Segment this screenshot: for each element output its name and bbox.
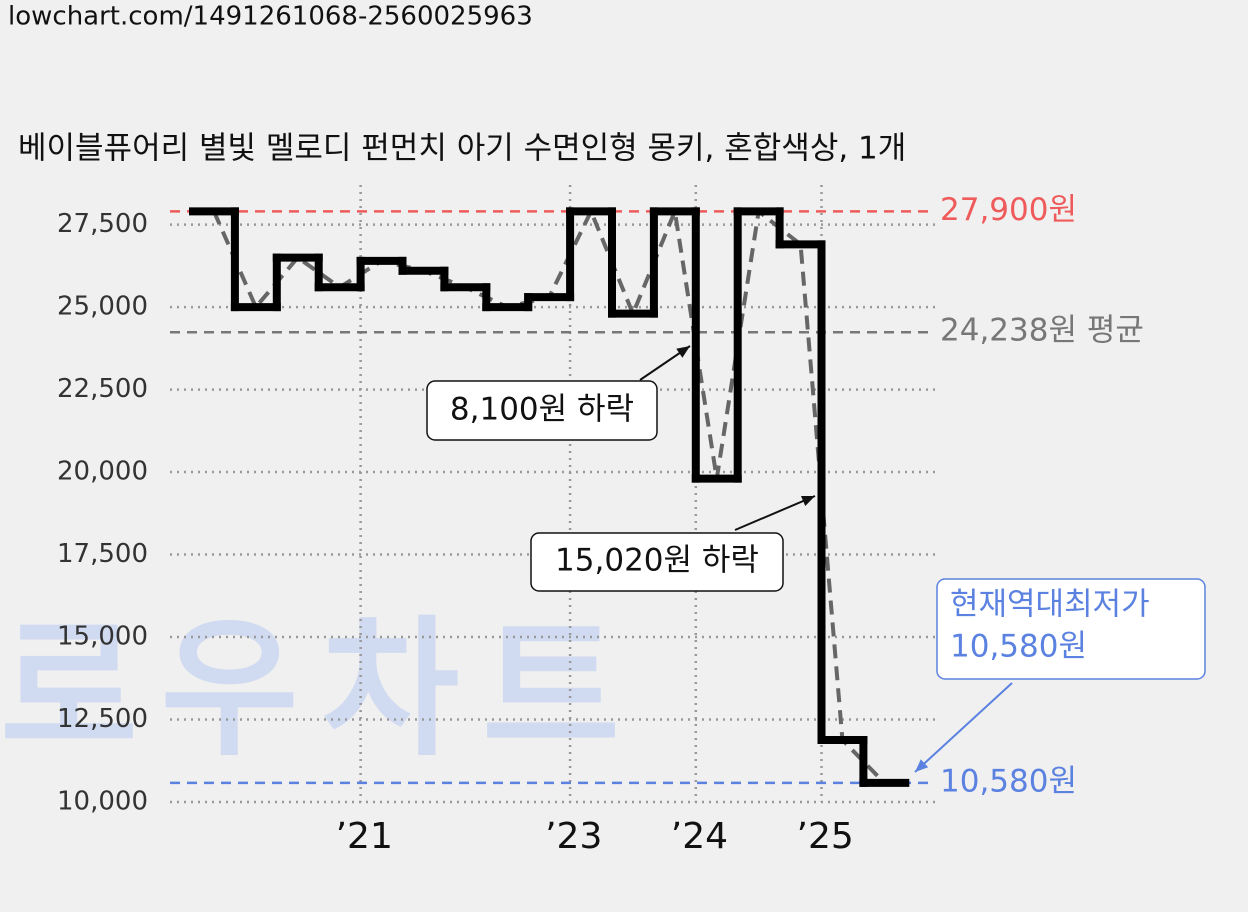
reference-label: 27,900원 — [940, 192, 1077, 228]
reference-label: 10,580원 — [940, 763, 1077, 799]
annotation-text: 8,100원 하락 — [450, 392, 634, 428]
y-tick-label: 12,500 — [57, 704, 148, 734]
x-tick-label: ’25 — [797, 816, 854, 857]
annotation-box — [936, 578, 1206, 680]
y-tick-label: 10,000 — [57, 787, 148, 817]
chart-title: 베이블퓨어리 별빛 멜로디 펀먼치 아기 수면인형 몽키, 혼합색상, 1개 — [18, 131, 906, 167]
arrow-head — [801, 496, 815, 507]
y-tick-label: 27,500 — [57, 209, 148, 239]
y-tick-label: 15,000 — [57, 622, 148, 652]
annotation-text: 10,580원 — [950, 629, 1087, 665]
reference-label: 24,238원 평균 — [940, 313, 1144, 349]
annotation-box — [426, 380, 658, 441]
x-tick-label: ’24 — [671, 816, 728, 857]
arrow-head — [676, 346, 690, 358]
y-tick-label: 20,000 — [57, 457, 148, 487]
annotation-box — [530, 532, 784, 592]
url: lowchart.com/1491261068-2560025963 — [8, 2, 533, 32]
annotation-text: 15,020원 하락 — [555, 543, 759, 579]
y-tick-label: 25,000 — [57, 292, 148, 322]
x-tick-label: ’23 — [545, 816, 602, 857]
annotation-arrow — [914, 682, 1013, 773]
y-tick-label: 17,500 — [57, 539, 148, 569]
annotation-text: 현재역대최저가 — [950, 587, 1150, 623]
step-riser — [230, 207, 868, 787]
y-tick-label: 22,500 — [57, 374, 148, 404]
x-tick-label: ’21 — [336, 816, 393, 857]
annotation-arrow — [734, 495, 816, 531]
arrow-head — [915, 759, 929, 772]
